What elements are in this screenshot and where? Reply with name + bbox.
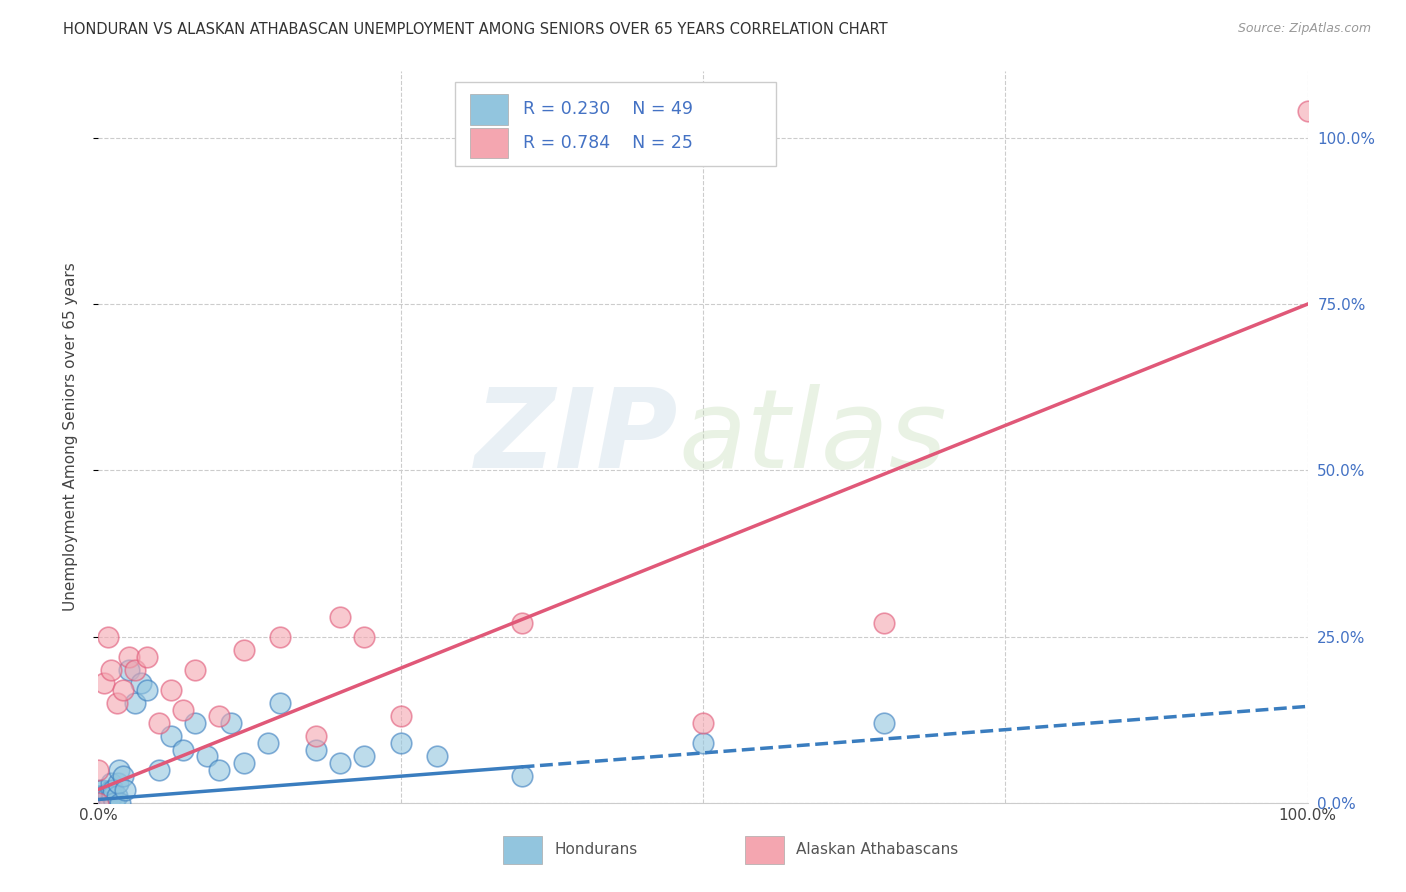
Point [97, 630, 120, 644]
Point [90, 789, 112, 804]
Point [389, 709, 412, 723]
Point [873, 616, 896, 631]
Point [100, 663, 122, 677]
Text: HONDURAN VS ALASKAN ATHABASCAN UNEMPLOYMENT AMONG SENIORS OVER 65 YEARS CORRELAT: HONDURAN VS ALASKAN ATHABASCAN UNEMPLOYM… [63, 22, 889, 37]
Point [91, 796, 114, 810]
Point [90, 796, 112, 810]
Point [135, 649, 157, 664]
Point [135, 682, 157, 697]
Point [353, 630, 375, 644]
Point [692, 716, 714, 731]
Point [426, 749, 449, 764]
Point [510, 616, 533, 631]
Point [208, 709, 231, 723]
Point [107, 776, 129, 790]
Point [93, 789, 115, 804]
Point [111, 682, 134, 697]
Y-axis label: Unemployment Among Seniors over 65 years: Unemployment Among Seniors over 65 years [63, 263, 77, 611]
Point [103, 796, 125, 810]
Point [329, 756, 352, 770]
Text: ZIP: ZIP [475, 384, 679, 491]
Point [124, 663, 146, 677]
Point [98, 796, 121, 810]
Point [256, 736, 278, 750]
Point [160, 729, 183, 743]
Point [692, 736, 714, 750]
Point [305, 742, 328, 756]
Point [87, 796, 110, 810]
Point [305, 729, 328, 743]
Point [87, 782, 110, 797]
Point [269, 696, 291, 710]
Point [89, 796, 111, 810]
Text: Hondurans: Hondurans [554, 842, 637, 857]
Point [108, 796, 131, 810]
Point [114, 782, 136, 797]
Point [91, 796, 114, 810]
Point [124, 696, 146, 710]
Point [329, 609, 352, 624]
Point [160, 682, 183, 697]
Point [108, 763, 131, 777]
Point [87, 796, 110, 810]
Point [129, 676, 152, 690]
Point [87, 796, 110, 810]
Point [172, 742, 194, 756]
Point [195, 749, 218, 764]
Point [353, 749, 375, 764]
Point [1296, 104, 1319, 119]
Point [97, 789, 120, 804]
Point [118, 663, 141, 677]
Point [208, 763, 231, 777]
Text: R = 0.784    N = 25: R = 0.784 N = 25 [523, 134, 693, 152]
Text: atlas: atlas [679, 384, 948, 491]
Point [94, 796, 117, 810]
Point [389, 736, 412, 750]
Point [96, 796, 118, 810]
Point [87, 789, 110, 804]
FancyBboxPatch shape [470, 94, 509, 125]
Point [232, 643, 254, 657]
Point [105, 696, 128, 710]
Point [148, 763, 170, 777]
Point [89, 789, 111, 804]
Point [100, 776, 122, 790]
FancyBboxPatch shape [456, 82, 776, 167]
Point [111, 769, 134, 783]
FancyBboxPatch shape [470, 128, 509, 158]
Point [510, 769, 533, 783]
Point [101, 782, 124, 797]
FancyBboxPatch shape [503, 836, 543, 863]
Point [184, 716, 207, 731]
Point [100, 789, 122, 804]
Point [148, 716, 170, 731]
Point [91, 782, 114, 797]
Point [184, 663, 207, 677]
Point [269, 630, 291, 644]
Point [221, 716, 243, 731]
Point [118, 649, 141, 664]
Text: R = 0.230    N = 49: R = 0.230 N = 49 [523, 100, 693, 119]
Point [100, 782, 122, 797]
FancyBboxPatch shape [745, 836, 785, 863]
Point [172, 703, 194, 717]
Point [105, 789, 128, 804]
Text: Alaskan Athabascans: Alaskan Athabascans [796, 842, 959, 857]
Text: Source: ZipAtlas.com: Source: ZipAtlas.com [1237, 22, 1371, 36]
Point [873, 716, 896, 731]
Point [93, 676, 115, 690]
Point [87, 763, 110, 777]
Point [232, 756, 254, 770]
